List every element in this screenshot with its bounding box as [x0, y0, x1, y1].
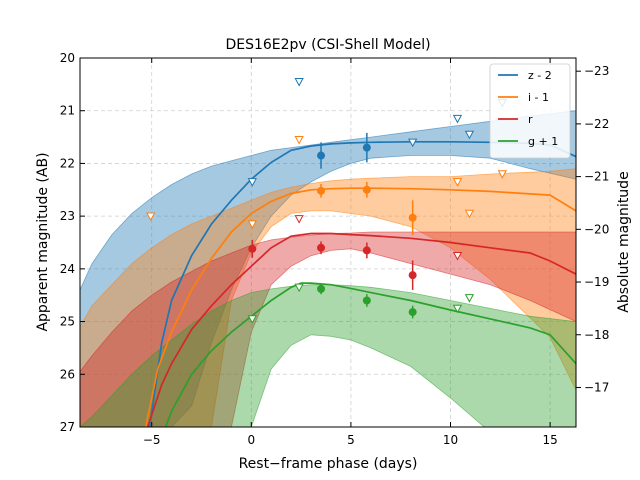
y-tick-label: 22	[60, 156, 75, 170]
data-point	[362, 246, 371, 255]
y-right-tick-label: −17	[584, 380, 609, 394]
y-tick-label: 24	[60, 262, 75, 276]
y-tick-label: 25	[60, 315, 75, 329]
axis-ticks: −5 0 5 10 15 20 21 22 23 24 25 26 27 −23 −22 −21 −20 −19 −…	[60, 51, 610, 447]
x-axis-label: Rest−frame phase (days)	[239, 456, 418, 472]
upper-limit-marker	[247, 220, 257, 229]
observations	[146, 78, 507, 324]
data-point	[248, 244, 257, 253]
upper-limit-marker	[464, 130, 475, 140]
x-tick-label: 0	[247, 433, 255, 447]
data-point	[317, 186, 326, 195]
data-point	[362, 185, 371, 194]
uncertainty-band	[80, 110, 576, 427]
y-right-tick-label: −19	[584, 275, 609, 289]
legend: z - 2 i - 1 r g + 1	[489, 63, 571, 159]
upper-limit-marker	[464, 294, 475, 303]
upper-limit-marker	[464, 209, 475, 219]
x-tick-label: 10	[443, 433, 458, 447]
y-tick-label: 21	[60, 104, 75, 118]
upper-limit-marker	[452, 304, 463, 314]
upper-limit-marker	[452, 251, 463, 261]
upper-limit-marker	[408, 138, 418, 148]
data-point	[408, 271, 417, 280]
model-line	[144, 187, 576, 427]
chart-title: DES16E2pv (CSI-Shell Model)	[225, 37, 430, 53]
data-point	[362, 296, 371, 305]
data-point	[408, 308, 417, 317]
upper-limit-marker	[497, 170, 507, 179]
upper-limit-marker	[452, 114, 463, 124]
data-point	[317, 151, 326, 160]
data-point	[317, 284, 326, 293]
uncertainty-band	[80, 284, 576, 427]
legend-label: z - 2	[528, 69, 552, 82]
upper-limit-marker	[247, 315, 257, 324]
legend-label: g + 1	[528, 135, 558, 148]
y-tick-label: 27	[60, 420, 75, 434]
data-point	[408, 213, 417, 222]
y-right-axis-label: Absolute magnitude	[616, 171, 632, 312]
upper-limit-marker	[294, 136, 304, 145]
legend-box	[489, 63, 571, 159]
legend-label: i - 1	[528, 91, 549, 104]
plot-frame	[79, 57, 577, 428]
y-axis-label: Apparent magnitude (AB)	[35, 152, 51, 331]
uncertainty-band	[80, 168, 576, 427]
x-tick-label: 15	[542, 433, 557, 447]
y-right-tick-label: −18	[584, 328, 609, 342]
upper-limit-marker	[294, 215, 304, 224]
upper-limit-marker	[247, 178, 257, 187]
data-point	[362, 143, 371, 152]
model-line	[146, 232, 576, 427]
upper-limit-marker	[452, 178, 463, 187]
upper-limit-marker	[294, 283, 304, 293]
model-line	[164, 282, 576, 427]
y-right-tick-label: −21	[584, 170, 609, 184]
y-right-tick-label: −22	[584, 117, 609, 131]
y-right-tick-label: −23	[584, 64, 609, 78]
uncertainty-bands	[80, 110, 576, 427]
y-right-tick-label: −20	[584, 222, 609, 236]
y-tick-label: 20	[60, 51, 75, 65]
legend-label: r	[528, 113, 533, 126]
upper-limit-marker	[294, 78, 304, 87]
upper-limit-marker	[146, 212, 156, 221]
y-tick-label: 23	[60, 209, 75, 223]
x-tick-label: 5	[347, 433, 355, 447]
y-tick-label: 26	[60, 367, 75, 381]
x-tick-label: −5	[143, 433, 161, 447]
data-point	[317, 243, 326, 252]
uncertainty-band	[80, 231, 576, 427]
